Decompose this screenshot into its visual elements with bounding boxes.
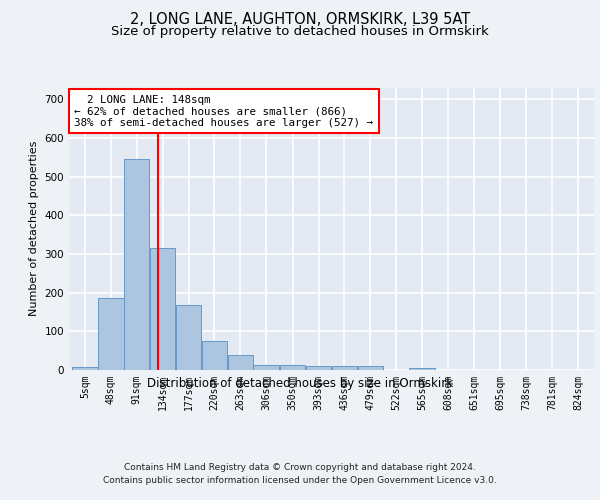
- Bar: [202, 340, 227, 370]
- Bar: [409, 368, 435, 370]
- Bar: [332, 366, 357, 370]
- Bar: [150, 248, 175, 370]
- Text: 2, LONG LANE, AUGHTON, ORMSKIRK, L39 5AT: 2, LONG LANE, AUGHTON, ORMSKIRK, L39 5AT: [130, 12, 470, 28]
- Bar: [124, 159, 149, 370]
- Text: Distribution of detached houses by size in Ormskirk: Distribution of detached houses by size …: [147, 378, 453, 390]
- Bar: [72, 367, 98, 370]
- Text: Size of property relative to detached houses in Ormskirk: Size of property relative to detached ho…: [111, 25, 489, 38]
- Text: 2 LONG LANE: 148sqm
← 62% of detached houses are smaller (866)
38% of semi-detac: 2 LONG LANE: 148sqm ← 62% of detached ho…: [74, 94, 373, 128]
- Bar: [280, 364, 305, 370]
- Bar: [358, 366, 383, 370]
- Bar: [98, 298, 124, 370]
- Bar: [227, 356, 253, 370]
- Bar: [306, 366, 331, 370]
- Text: Contains public sector information licensed under the Open Government Licence v3: Contains public sector information licen…: [103, 476, 497, 485]
- Bar: [176, 305, 201, 370]
- Y-axis label: Number of detached properties: Number of detached properties: [29, 141, 39, 316]
- Bar: [253, 364, 280, 370]
- Text: Contains HM Land Registry data © Crown copyright and database right 2024.: Contains HM Land Registry data © Crown c…: [124, 462, 476, 471]
